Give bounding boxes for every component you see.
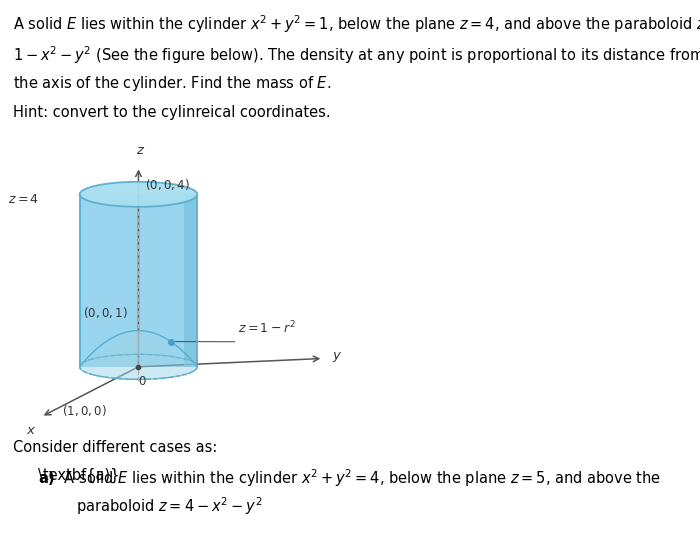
Polygon shape bbox=[184, 194, 197, 367]
Ellipse shape bbox=[80, 182, 197, 207]
Text: $(0, 0, 4)$: $(0, 0, 4)$ bbox=[145, 177, 190, 192]
Text: $z = 4$: $z = 4$ bbox=[8, 193, 39, 207]
Polygon shape bbox=[80, 331, 197, 367]
Polygon shape bbox=[80, 194, 197, 367]
Text: Consider different cases as:: Consider different cases as: bbox=[13, 440, 217, 455]
Text: paraboloid $z = 4 - x^2 - y^2$: paraboloid $z = 4 - x^2 - y^2$ bbox=[76, 495, 262, 517]
Text: 0: 0 bbox=[138, 375, 146, 388]
Text: $(0, 0, 1)$: $(0, 0, 1)$ bbox=[83, 304, 127, 319]
Ellipse shape bbox=[80, 354, 197, 379]
Text: $z$: $z$ bbox=[136, 144, 145, 157]
Text: $\mathbf{b)}$  A solid $E$ lies within the cylinder $x^2 + y^2 = 9$, below the p: $\mathbf{b)}$ A solid $E$ lies within th… bbox=[38, 533, 662, 535]
Text: A solid $E$ lies within the cylinder $x^2 + y^2 = 1$, below the plane $z = 4$, a: A solid $E$ lies within the cylinder $x^… bbox=[13, 13, 700, 35]
Text: the axis of the cylinder. Find the mass of $E$.: the axis of the cylinder. Find the mass … bbox=[13, 74, 331, 94]
Text: $y$: $y$ bbox=[332, 350, 342, 364]
Text: $\mathbf{a)}$  A solid $E$ lies within the cylinder $x^2 + y^2 = 4$, below the p: $\mathbf{a)}$ A solid $E$ lies within th… bbox=[38, 468, 661, 490]
Text: \textbf{a)}: \textbf{a)} bbox=[38, 468, 120, 483]
Text: $(1, 0, 0)$: $(1, 0, 0)$ bbox=[62, 403, 107, 418]
Text: $z = 1 - r^2$: $z = 1 - r^2$ bbox=[237, 319, 295, 336]
Text: Hint: convert to the cylinreical coordinates.: Hint: convert to the cylinreical coordin… bbox=[13, 105, 330, 120]
Text: $x$: $x$ bbox=[26, 424, 36, 437]
Text: $1 - x^2 - y^2$ (See the figure below). The density at any point is proportional: $1 - x^2 - y^2$ (See the figure below). … bbox=[13, 44, 700, 66]
